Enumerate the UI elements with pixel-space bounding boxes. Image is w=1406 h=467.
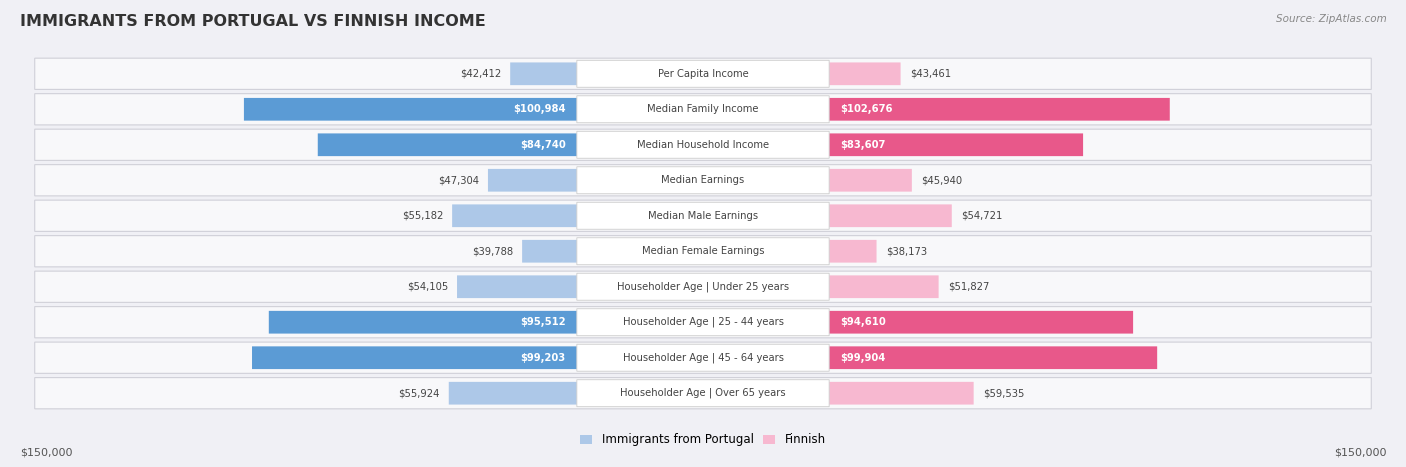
FancyBboxPatch shape — [830, 134, 1083, 156]
FancyBboxPatch shape — [35, 378, 1371, 409]
Text: $59,535: $59,535 — [983, 388, 1024, 398]
FancyBboxPatch shape — [830, 347, 1157, 369]
FancyBboxPatch shape — [35, 58, 1371, 89]
Text: Median Family Income: Median Family Income — [647, 104, 759, 114]
FancyBboxPatch shape — [576, 273, 830, 300]
Text: Householder Age | 25 - 44 years: Householder Age | 25 - 44 years — [623, 317, 783, 327]
Text: $99,203: $99,203 — [520, 353, 565, 363]
Text: IMMIGRANTS FROM PORTUGAL VS FINNISH INCOME: IMMIGRANTS FROM PORTUGAL VS FINNISH INCO… — [20, 14, 485, 29]
FancyBboxPatch shape — [35, 200, 1371, 231]
FancyBboxPatch shape — [576, 380, 830, 407]
Text: $150,000: $150,000 — [1334, 448, 1386, 458]
Text: Householder Age | 45 - 64 years: Householder Age | 45 - 64 years — [623, 353, 783, 363]
Text: $55,924: $55,924 — [398, 388, 440, 398]
Text: Householder Age | Under 25 years: Householder Age | Under 25 years — [617, 282, 789, 292]
FancyBboxPatch shape — [35, 129, 1371, 160]
Legend: Immigrants from Portugal, Finnish: Immigrants from Portugal, Finnish — [575, 429, 831, 451]
Text: $54,721: $54,721 — [960, 211, 1002, 221]
FancyBboxPatch shape — [35, 236, 1371, 267]
Text: $102,676: $102,676 — [841, 104, 893, 114]
FancyBboxPatch shape — [830, 276, 939, 298]
FancyBboxPatch shape — [576, 167, 830, 194]
FancyBboxPatch shape — [522, 240, 576, 262]
FancyBboxPatch shape — [576, 131, 830, 158]
Text: Householder Age | Over 65 years: Householder Age | Over 65 years — [620, 388, 786, 398]
Text: Median Earnings: Median Earnings — [661, 175, 745, 185]
FancyBboxPatch shape — [576, 96, 830, 123]
Text: Median Female Earnings: Median Female Earnings — [641, 246, 765, 256]
FancyBboxPatch shape — [35, 165, 1371, 196]
Text: $38,173: $38,173 — [886, 246, 927, 256]
FancyBboxPatch shape — [830, 311, 1133, 333]
Text: $55,182: $55,182 — [402, 211, 443, 221]
FancyBboxPatch shape — [243, 98, 576, 120]
FancyBboxPatch shape — [576, 60, 830, 87]
FancyBboxPatch shape — [830, 63, 901, 85]
FancyBboxPatch shape — [830, 205, 952, 227]
Text: $99,904: $99,904 — [841, 353, 886, 363]
FancyBboxPatch shape — [318, 134, 576, 156]
FancyBboxPatch shape — [830, 382, 973, 404]
FancyBboxPatch shape — [35, 94, 1371, 125]
FancyBboxPatch shape — [830, 240, 876, 262]
Text: $83,607: $83,607 — [841, 140, 886, 150]
FancyBboxPatch shape — [457, 276, 576, 298]
Text: $39,788: $39,788 — [472, 246, 513, 256]
Text: Per Capita Income: Per Capita Income — [658, 69, 748, 79]
FancyBboxPatch shape — [576, 202, 830, 229]
FancyBboxPatch shape — [453, 205, 576, 227]
FancyBboxPatch shape — [35, 342, 1371, 373]
Text: $84,740: $84,740 — [520, 140, 565, 150]
FancyBboxPatch shape — [449, 382, 576, 404]
Text: $51,827: $51,827 — [948, 282, 988, 292]
FancyBboxPatch shape — [830, 169, 912, 191]
Text: $54,105: $54,105 — [406, 282, 449, 292]
FancyBboxPatch shape — [252, 347, 576, 369]
FancyBboxPatch shape — [576, 238, 830, 265]
FancyBboxPatch shape — [35, 271, 1371, 302]
Text: $95,512: $95,512 — [520, 317, 565, 327]
Text: $94,610: $94,610 — [841, 317, 886, 327]
Text: Median Household Income: Median Household Income — [637, 140, 769, 150]
Text: $45,940: $45,940 — [921, 175, 962, 185]
Text: $42,412: $42,412 — [460, 69, 501, 79]
FancyBboxPatch shape — [510, 63, 576, 85]
Text: $150,000: $150,000 — [20, 448, 72, 458]
FancyBboxPatch shape — [576, 309, 830, 336]
Text: Source: ZipAtlas.com: Source: ZipAtlas.com — [1275, 14, 1386, 24]
Text: $100,984: $100,984 — [513, 104, 565, 114]
FancyBboxPatch shape — [269, 311, 576, 333]
FancyBboxPatch shape — [35, 307, 1371, 338]
Text: $43,461: $43,461 — [910, 69, 950, 79]
Text: $47,304: $47,304 — [437, 175, 479, 185]
FancyBboxPatch shape — [488, 169, 576, 191]
FancyBboxPatch shape — [576, 344, 830, 371]
Text: Median Male Earnings: Median Male Earnings — [648, 211, 758, 221]
FancyBboxPatch shape — [830, 98, 1170, 120]
